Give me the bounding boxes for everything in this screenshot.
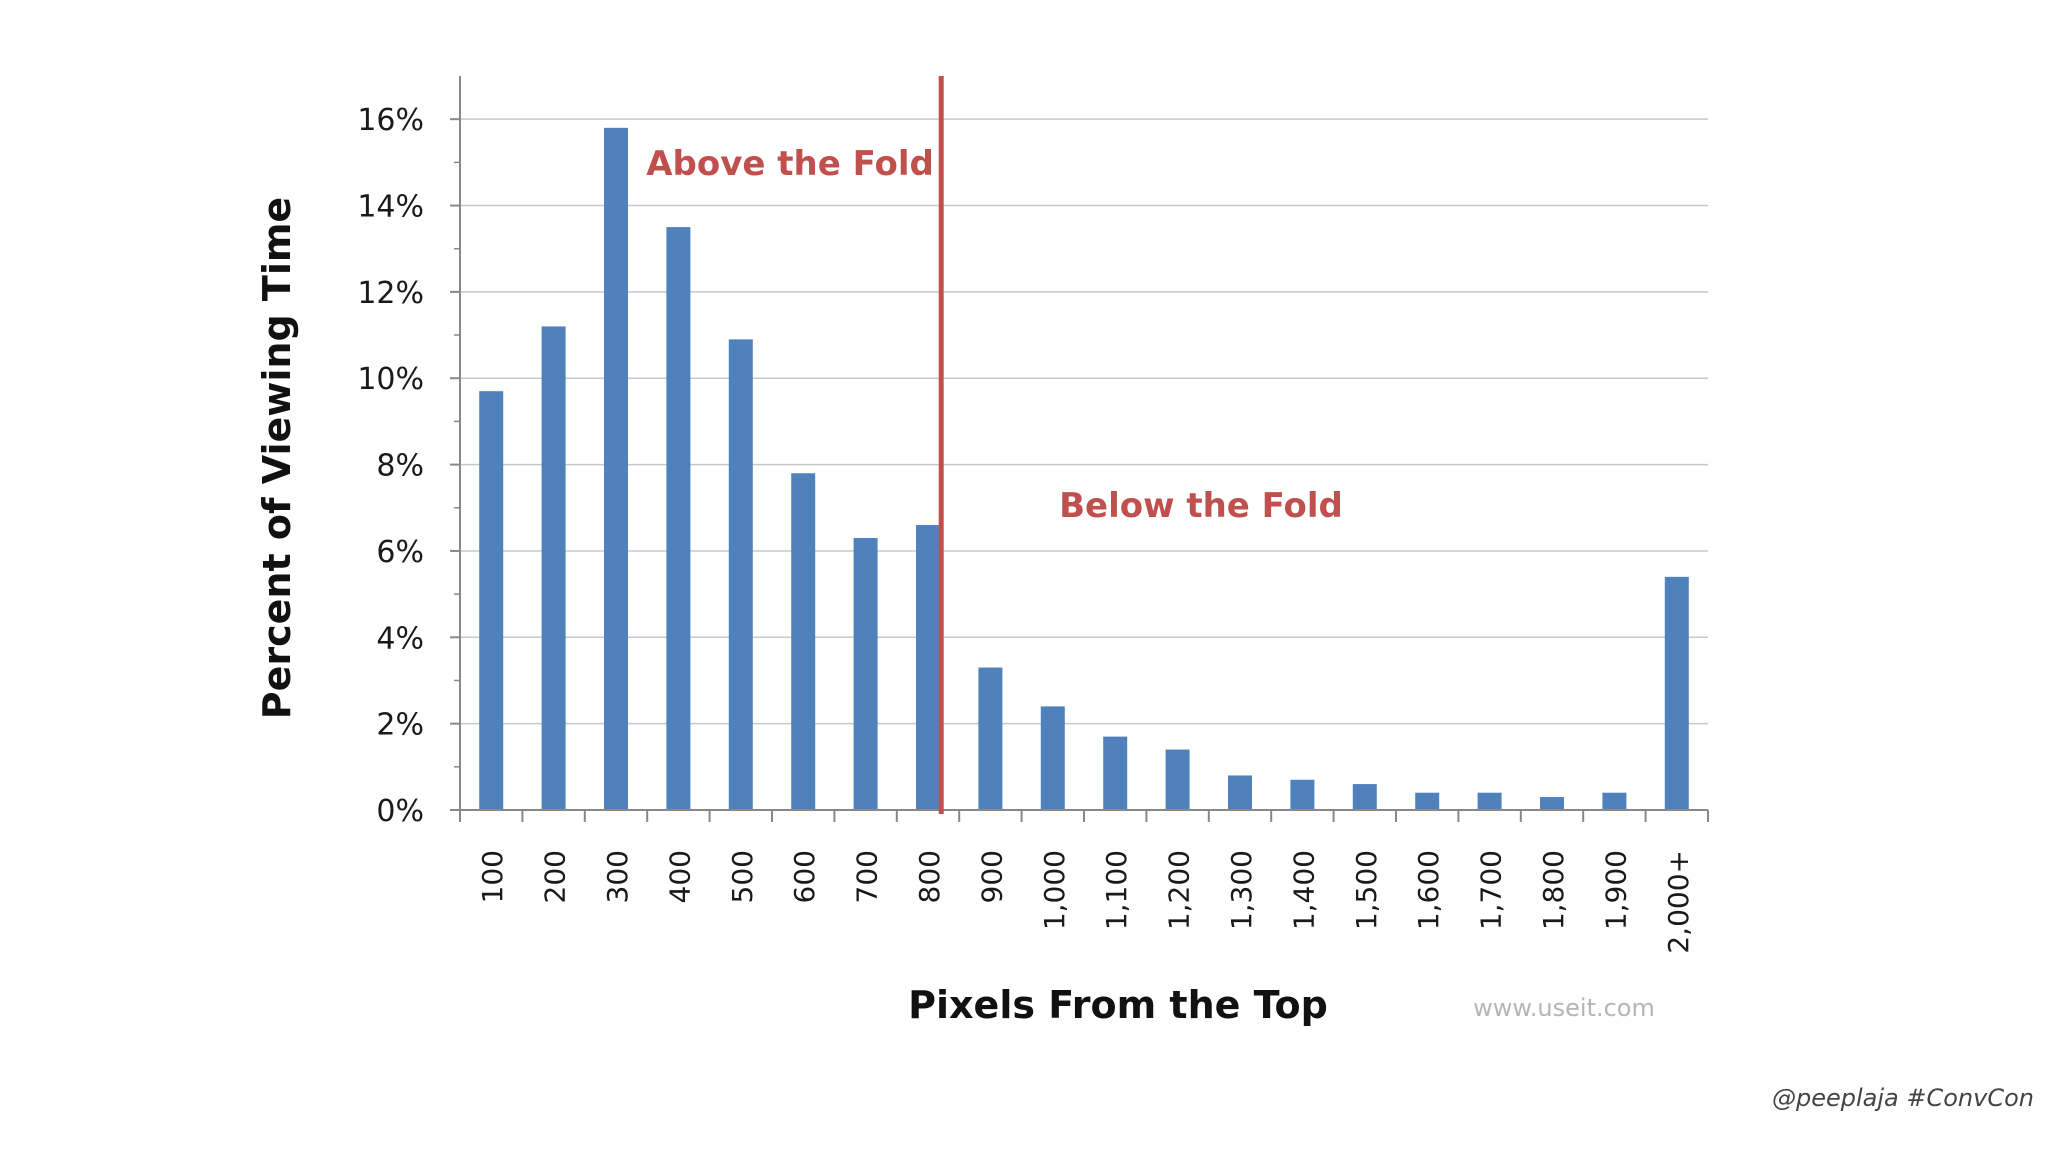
y-tick-label: 14% — [357, 190, 424, 225]
footer-credit: @peeplaja #ConvCon — [1772, 1084, 2034, 1112]
bar — [1290, 779, 1315, 810]
x-tick-label: 100 — [476, 850, 509, 903]
x-tick-label: 300 — [601, 850, 634, 903]
bar — [1103, 736, 1128, 810]
x-tick-label: 1,300 — [1225, 850, 1258, 930]
x-tick-label: 2,000+ — [1662, 850, 1695, 954]
bar — [1540, 797, 1564, 810]
bar — [479, 391, 504, 810]
y-tick-label: 16% — [357, 103, 424, 138]
y-tick-label: 8% — [376, 449, 424, 484]
bar — [728, 339, 753, 810]
x-tick-label: 700 — [851, 850, 884, 903]
bar — [1352, 784, 1377, 810]
y-tick-label: 4% — [376, 621, 424, 656]
bar — [1664, 576, 1689, 810]
y-tick-labels: 0% 2% 4% 6% 8% 10% 12% 14% 16% — [357, 103, 424, 829]
y-tick-label: 2% — [376, 708, 424, 743]
bar — [1602, 792, 1627, 810]
x-tick-label: 600 — [788, 850, 821, 903]
x-axis-title: Pixels From the Top — [908, 983, 1328, 1027]
bars — [479, 127, 1689, 810]
bar — [853, 537, 878, 810]
x-tick-label: 1,000 — [1038, 850, 1071, 930]
x-tick-label: 1,900 — [1599, 850, 1632, 930]
bar — [1228, 775, 1252, 810]
x-tick-label: 500 — [726, 850, 759, 903]
x-tick-label: 200 — [539, 850, 572, 903]
bar — [1040, 706, 1065, 810]
x-tick-label: 1,600 — [1412, 850, 1445, 930]
y-tick-label: 10% — [357, 362, 424, 397]
bar — [791, 473, 816, 810]
y-tick-label: 6% — [376, 535, 424, 570]
bar — [666, 227, 691, 810]
x-tick-label: 400 — [663, 850, 696, 903]
x-tick-labels: 100 200 300 400 500 600 700 800 900 1,000 1,100 1,2… — [476, 850, 1695, 954]
bar — [1165, 749, 1190, 810]
bar — [541, 326, 566, 810]
bar — [916, 525, 940, 810]
x-tick-label: 1,500 — [1350, 850, 1383, 930]
bar — [604, 127, 628, 810]
gridlines — [460, 118, 1708, 725]
bar — [1477, 792, 1502, 810]
x-tick-label: 1,400 — [1287, 850, 1320, 930]
y-tick-label: 0% — [376, 794, 424, 829]
bar — [978, 667, 1003, 810]
y-tick-label: 12% — [357, 276, 424, 311]
x-tick-label: 900 — [975, 850, 1008, 903]
source-watermark: www.useit.com — [1473, 994, 1655, 1022]
x-tick-label: 800 — [913, 850, 946, 903]
axes — [450, 76, 1709, 822]
y-axis-title: Percent of Viewing Time — [255, 197, 299, 719]
annotation-above-the-fold: Above the Fold — [646, 144, 934, 184]
x-tick-label: 1,800 — [1537, 850, 1570, 930]
x-tick-label: 1,200 — [1163, 850, 1196, 930]
x-tick-label: 1,700 — [1475, 850, 1508, 930]
annotation-below-the-fold: Below the Fold — [1059, 486, 1343, 526]
bar — [1415, 792, 1440, 810]
x-tick-label: 1,100 — [1100, 850, 1133, 930]
